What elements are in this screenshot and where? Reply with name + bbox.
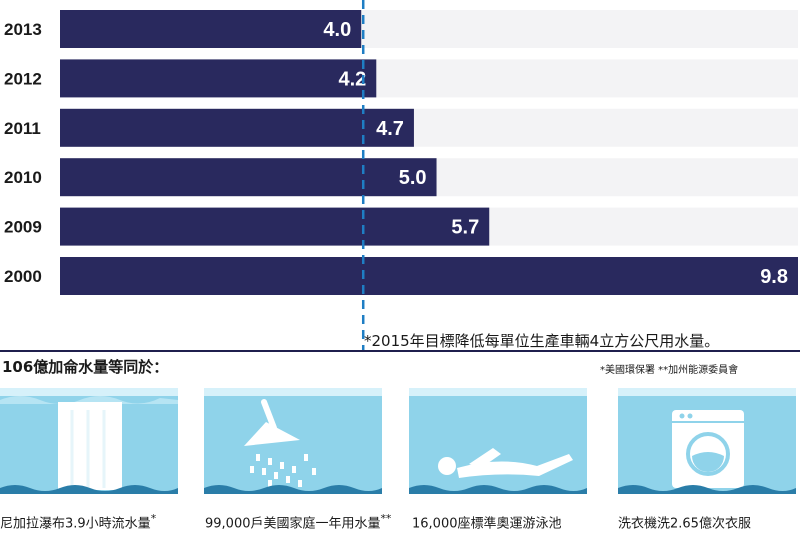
waterfall-caption: 尼加拉瀑布3.9小時流水量* bbox=[0, 512, 157, 532]
shower-panel bbox=[204, 388, 382, 494]
washing-machine-icon bbox=[618, 388, 796, 494]
value-label: 4.0 bbox=[323, 19, 351, 41]
shower-icon bbox=[204, 388, 382, 494]
waterfall-icon bbox=[0, 388, 178, 494]
value-label: 4.7 bbox=[376, 118, 404, 140]
bar-2000 bbox=[60, 257, 798, 295]
waterfall-panel bbox=[0, 388, 178, 494]
y-tick-label: 2000 bbox=[4, 267, 42, 286]
equivalence-title: 106億加侖水量等同於： bbox=[2, 358, 169, 376]
bar-2011 bbox=[60, 108, 414, 147]
y-tick-label: 2012 bbox=[4, 69, 42, 88]
y-tick-label: 2010 bbox=[4, 168, 42, 187]
section-divider bbox=[0, 350, 800, 352]
bar-chart: 2013 4.0 2012 4.2 2011 4.7 2010 5.0 2009 5.7 2000 9… bbox=[4, 0, 798, 350]
bar-2010 bbox=[60, 158, 437, 197]
y-tick-label: 2011 bbox=[4, 119, 41, 138]
shower-caption: 99,000戶美國家庭一年用水量** bbox=[205, 512, 392, 532]
washing-machine-caption: 洗衣機洗2.65億次衣服 bbox=[618, 516, 751, 532]
target-footnote: *2015年目標降低每單位生產車輛4立方公尺用水量。 bbox=[364, 332, 720, 350]
bar-2013 bbox=[60, 10, 362, 48]
swimmer-icon bbox=[409, 388, 587, 494]
bar-2009 bbox=[60, 207, 490, 246]
washing-machine-panel bbox=[618, 388, 796, 494]
value-label: 9.8 bbox=[760, 266, 788, 288]
value-label: 4.2 bbox=[338, 68, 366, 90]
y-tick-label: 2013 bbox=[4, 20, 42, 39]
y-tick-label: 2009 bbox=[4, 218, 42, 237]
swimmer-panel bbox=[409, 388, 587, 494]
sources-note: *美國環保署 **加州能源委員會 bbox=[600, 365, 739, 376]
value-label: 5.7 bbox=[451, 217, 479, 239]
bar-2012 bbox=[60, 59, 377, 98]
value-label: 5.0 bbox=[399, 167, 427, 189]
swimmer-caption: 16,000座標準奧運游泳池 bbox=[412, 516, 562, 532]
